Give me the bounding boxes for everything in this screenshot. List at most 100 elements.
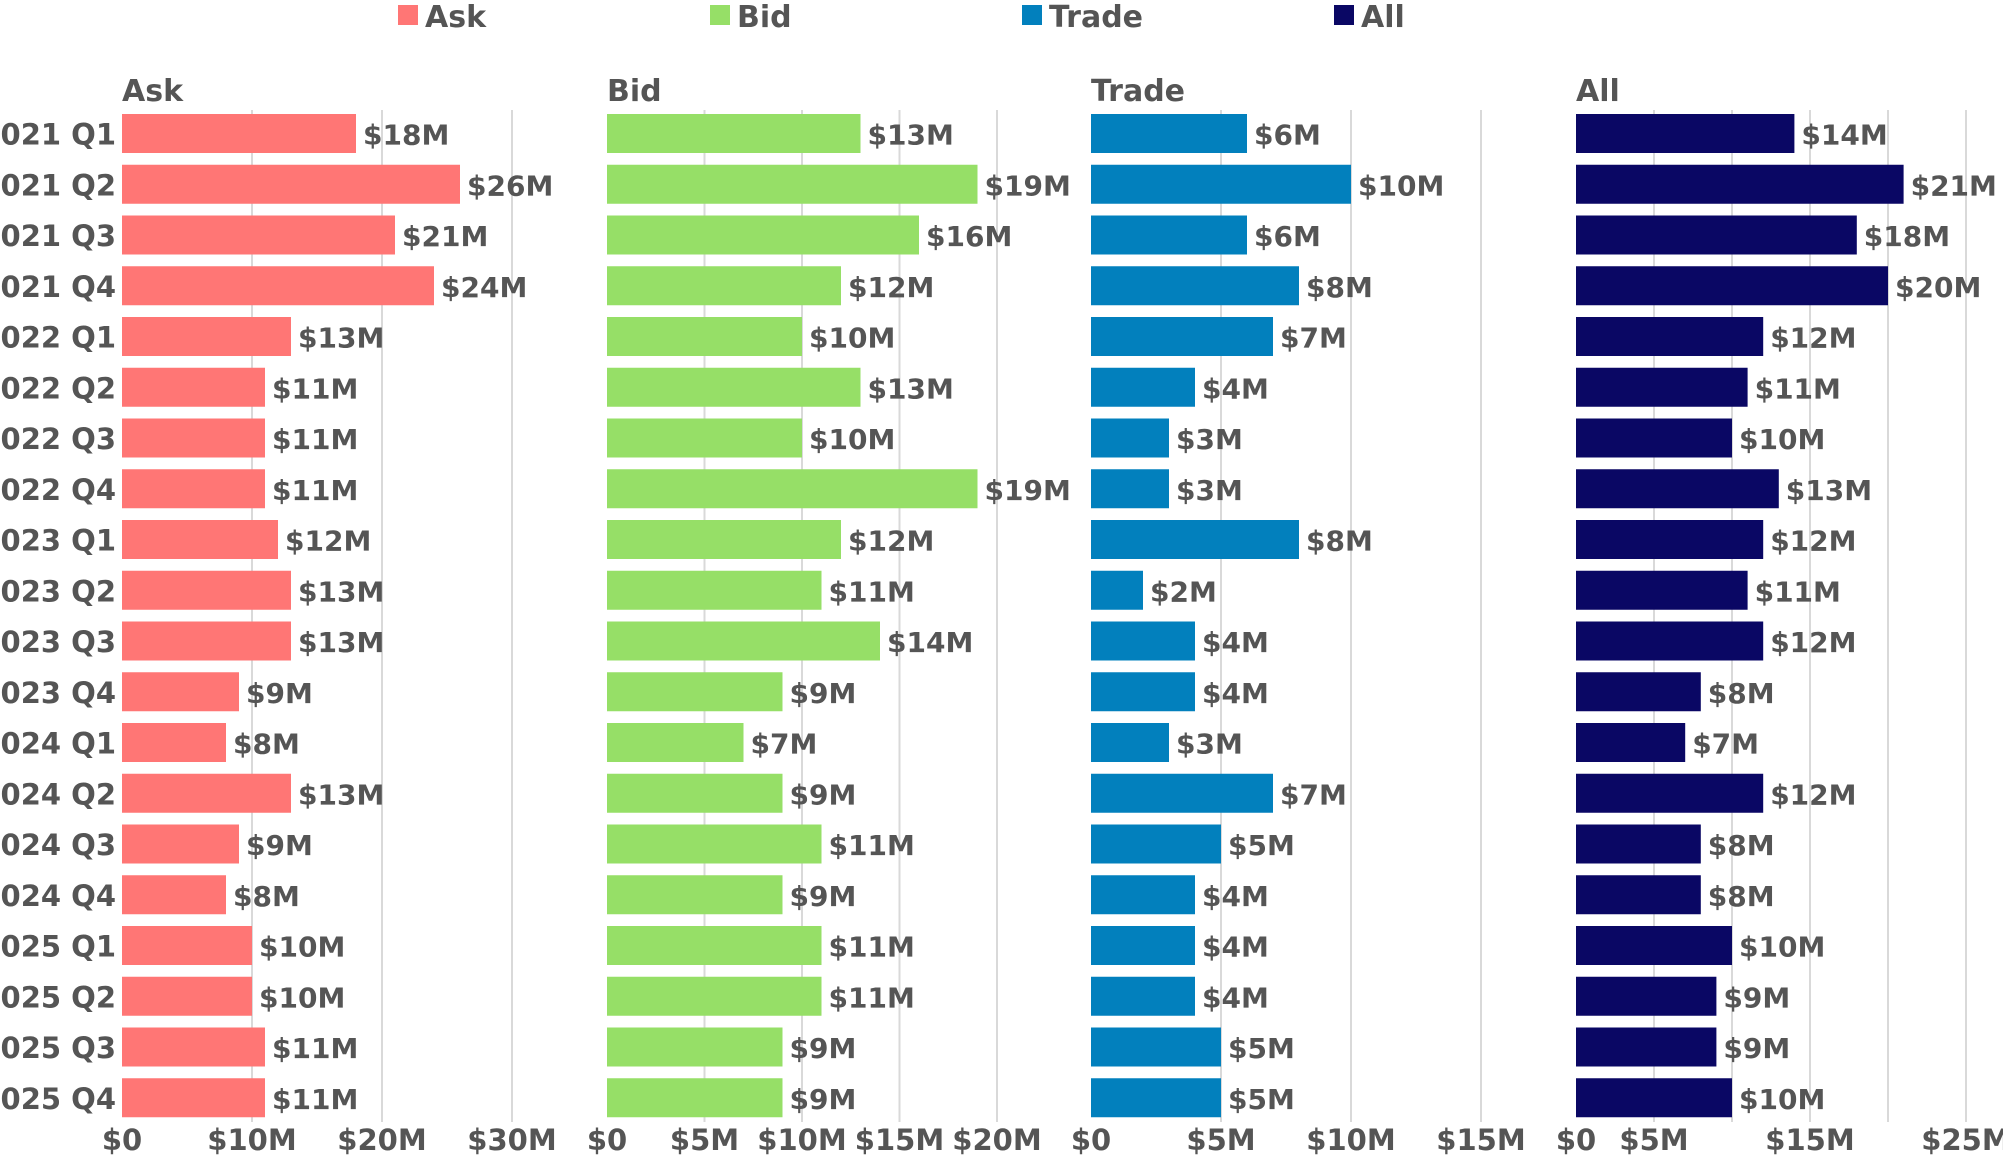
legend-item-trade: Trade	[1022, 0, 1143, 35]
bar-all	[1576, 266, 1888, 306]
data-label: $10M	[259, 981, 345, 1014]
data-label: $6M	[1254, 119, 1321, 152]
bar-bid	[607, 469, 978, 509]
bar-ask	[122, 215, 395, 255]
bar-bid	[607, 418, 802, 458]
tick-label: $5M	[1619, 1123, 1688, 1155]
data-label: $8M	[1708, 880, 1775, 913]
bar-all	[1576, 1078, 1732, 1118]
bar-all	[1576, 317, 1764, 356]
data-label: $4M	[1202, 931, 1269, 964]
data-label: $11M	[272, 474, 358, 507]
data-label: $16M	[926, 220, 1012, 253]
data-label: $18M	[363, 119, 449, 152]
bar-all	[1576, 824, 1701, 864]
bar-ask	[122, 1078, 265, 1118]
bar-trade	[1091, 215, 1247, 255]
data-label: $13M	[298, 322, 384, 355]
data-label: $7M	[751, 728, 818, 761]
bar-ask	[122, 164, 460, 204]
data-label: $9M	[790, 677, 857, 710]
data-label: $9M	[1723, 1032, 1790, 1065]
data-label: $8M	[1708, 829, 1775, 862]
legend-item-all: All	[1334, 0, 1405, 35]
bar-trade	[1091, 875, 1195, 915]
data-label: $21M	[1911, 169, 1997, 202]
data-label: $10M	[809, 322, 895, 355]
tick-label: $10M	[207, 1123, 296, 1155]
panel-title-all: All	[1576, 74, 1620, 109]
data-label: $3M	[1176, 474, 1243, 507]
panel-title-trade: Trade	[1091, 74, 1185, 109]
data-label: $8M	[233, 880, 300, 913]
data-label: $24M	[441, 271, 527, 304]
bar-ask	[122, 520, 278, 559]
tick-label: $10M	[1306, 1123, 1395, 1155]
bar-all	[1576, 773, 1764, 813]
bar-bid	[607, 1078, 783, 1118]
tick-label: $0	[1556, 1123, 1596, 1155]
tick-label: $25M	[1921, 1123, 2003, 1155]
bar-bid	[607, 1027, 783, 1067]
bar-all	[1576, 976, 1717, 1016]
bar-bid	[607, 875, 783, 915]
data-label: $8M	[1708, 677, 1775, 710]
bar-all	[1576, 723, 1686, 762]
bar-bid	[607, 824, 822, 864]
data-label: $12M	[1770, 778, 1856, 811]
legend-label-ask: Ask	[425, 0, 487, 35]
data-label: $11M	[272, 1032, 358, 1065]
data-label: $7M	[1280, 322, 1347, 355]
data-label: $26M	[467, 169, 553, 202]
legend-swatch-all	[1334, 5, 1354, 25]
data-label: $11M	[829, 829, 915, 862]
bar-all	[1576, 570, 1748, 610]
data-label: $13M	[868, 119, 954, 152]
tick-label: $5M	[670, 1123, 739, 1155]
panel-title-ask: Ask	[122, 74, 184, 109]
bar-trade	[1091, 1027, 1221, 1067]
bar-trade	[1091, 672, 1195, 712]
data-label: $3M	[1176, 728, 1243, 761]
bar-trade	[1091, 570, 1143, 610]
tick-label: $30M	[467, 1123, 556, 1155]
panel-ask: Ask $18M $26M $21M $24M $13M $11M $11M $11M $12M $…	[102, 74, 557, 1155]
bar-trade	[1091, 621, 1195, 661]
data-label: $8M	[233, 728, 300, 761]
data-label: $20M	[1895, 271, 1981, 304]
data-label: $12M	[1770, 626, 1856, 659]
bar-bid	[607, 520, 841, 559]
data-label: $8M	[1306, 525, 1373, 558]
panel-trade: Trade $6M $10M $6M $8M $7M $4M $3M $3M $8M $2M $4M $…	[1071, 74, 1526, 1155]
bar-ask	[122, 621, 291, 661]
data-label: $9M	[790, 1083, 857, 1116]
bar-trade	[1091, 367, 1195, 407]
data-label: $12M	[848, 525, 934, 558]
data-label: $18M	[1864, 220, 1950, 253]
tick-label: $15M	[1765, 1123, 1854, 1155]
bar-all	[1576, 621, 1764, 661]
bar-trade	[1091, 469, 1169, 509]
tick-label: $15M	[855, 1123, 944, 1155]
data-label: $14M	[887, 626, 973, 659]
data-label: $11M	[829, 931, 915, 964]
bar-ask	[122, 469, 265, 509]
legend-label-trade: Trade	[1049, 0, 1143, 35]
data-label: $10M	[259, 931, 345, 964]
data-label: $10M	[809, 423, 895, 456]
bar-trade	[1091, 418, 1169, 458]
data-label: $10M	[1739, 931, 1825, 964]
data-label: $4M	[1202, 981, 1269, 1014]
tick-label: $0	[1071, 1123, 1111, 1155]
bar-all	[1576, 1027, 1717, 1067]
data-label: $19M	[985, 474, 1071, 507]
data-label: $4M	[1202, 626, 1269, 659]
